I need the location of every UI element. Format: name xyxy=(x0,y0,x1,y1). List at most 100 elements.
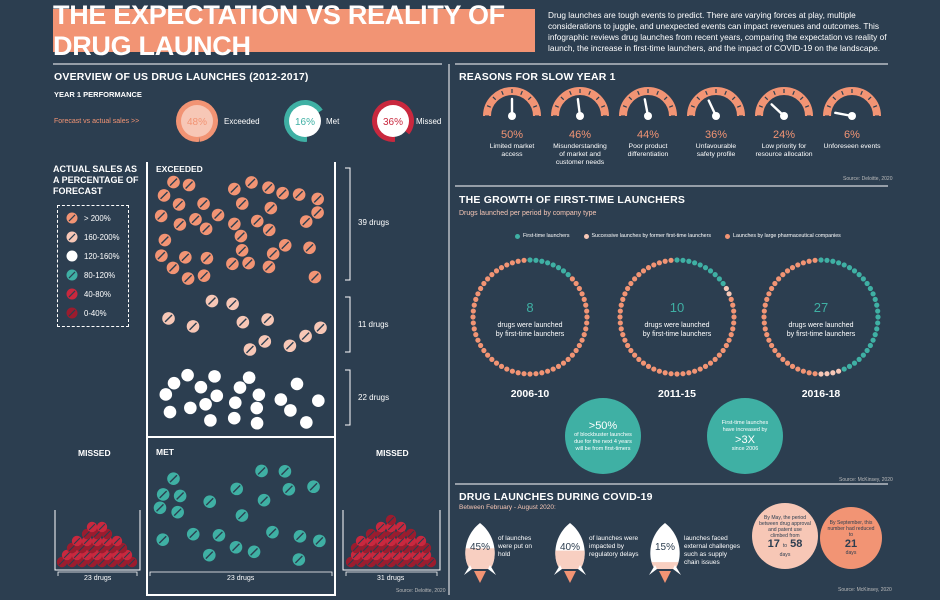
pill-teal-icon xyxy=(66,269,78,281)
launch-dot xyxy=(493,360,500,366)
period-label-1: 2006-10 xyxy=(510,388,550,400)
launch-dot xyxy=(692,260,698,266)
drug-pill-exceeded-low xyxy=(167,376,181,390)
launch-dot xyxy=(481,280,487,287)
launch-dot xyxy=(864,280,870,287)
launch-dot xyxy=(583,326,589,332)
legend-swatch xyxy=(66,288,78,300)
launch-dot xyxy=(539,370,545,376)
launch-dot xyxy=(692,368,698,374)
launch-dot xyxy=(707,268,714,274)
may-to: 58 xyxy=(790,537,803,550)
launch-dot xyxy=(473,296,479,302)
reason-item-1: 46% Misunderstanding of market and custom… xyxy=(546,129,614,167)
launch-dot xyxy=(628,280,634,287)
count-missed-right: 31 drugs xyxy=(377,575,405,582)
drug-pill-exceeded-high xyxy=(228,182,241,196)
legend-label: 120-160% xyxy=(84,251,120,261)
stat-center-met xyxy=(289,105,321,137)
gauge-1 xyxy=(551,87,609,120)
count-exceeded-orange: 39 drugs xyxy=(358,218,390,227)
launch-dot xyxy=(800,368,806,374)
launch-dot xyxy=(806,370,812,376)
launch-dot xyxy=(731,314,737,320)
drug-pill-exceeded-high xyxy=(242,256,255,270)
drug-pill-exceeded-low xyxy=(163,405,177,419)
drug-pill-exceeded-low xyxy=(199,397,212,411)
launch-dot xyxy=(730,326,736,332)
sep-text: By September, this number had reduced to xyxy=(827,520,875,538)
launch-dot xyxy=(776,276,782,282)
launch-dot xyxy=(622,291,628,297)
launch-dot xyxy=(527,371,533,377)
legend-item-4: 40-80% xyxy=(66,288,111,300)
launch-dot xyxy=(470,308,476,314)
count-exceeded-white: 22 drugs xyxy=(358,393,390,402)
launch-dot xyxy=(723,342,729,349)
launch-dot xyxy=(527,257,533,263)
launch-dot xyxy=(707,360,714,366)
launch-dot xyxy=(504,262,510,268)
launch-dot xyxy=(870,337,876,343)
launch-dot xyxy=(674,257,680,263)
period-label-2: 2011-15 xyxy=(658,388,696,400)
launch-dot xyxy=(662,370,668,376)
launch-dot xyxy=(656,260,662,266)
stat-label-met: Met xyxy=(326,117,340,126)
drug-pill-exceeded-high xyxy=(197,197,210,210)
reason-gauges xyxy=(483,87,881,120)
drug-pill-met xyxy=(229,540,243,554)
drug-pill-met xyxy=(235,509,249,522)
launch-dot xyxy=(723,285,729,292)
reason-label: Unfavourable safety profile xyxy=(695,143,737,158)
rocket-pct: 45% xyxy=(470,542,490,553)
drug-pill-exceeded-mid xyxy=(226,297,239,311)
drug-pill-missed xyxy=(86,521,98,533)
covid-text-1: of launches were put on hold xyxy=(498,535,532,558)
launch-dot xyxy=(867,342,873,349)
period-card-3: 27 drugs were launched by first-time lau… xyxy=(771,300,871,339)
stat-center-missed xyxy=(377,105,409,137)
launch-dot xyxy=(481,347,487,354)
drug-pill-exceeded-high xyxy=(235,197,249,210)
covid-subtitle: Between February - August 2020: xyxy=(459,504,556,511)
drug-pill-exceeded-low xyxy=(204,414,217,427)
stat-label-exceeded: Exceeded xyxy=(224,117,260,126)
launch-dot xyxy=(860,352,866,358)
pill-orange-icon xyxy=(66,212,78,224)
drug-pill-exceeded-high xyxy=(167,175,180,189)
legend-dot-first-time xyxy=(515,233,520,239)
launch-dot xyxy=(545,368,551,374)
reasons-title: REASONS FOR SLOW YEAR 1 xyxy=(459,71,616,83)
launch-dot xyxy=(640,268,647,274)
drug-pill-exceeded-high xyxy=(154,209,168,223)
stat-label-missed: Missed xyxy=(416,117,442,126)
reason-pct: 36% xyxy=(704,129,728,141)
drug-pill-missed xyxy=(96,521,108,533)
drug-pill-exceeded-high xyxy=(211,208,225,222)
drug-pill-exceeded-high xyxy=(172,198,186,211)
launch-dot xyxy=(836,368,842,374)
legend-label: 80-120% xyxy=(84,270,116,280)
legend-swatch xyxy=(66,269,78,281)
growth-subtitle: Drugs launched per period by company typ… xyxy=(459,210,597,217)
launch-dot xyxy=(818,371,824,377)
covid-rockets: 45% 40% 15% xyxy=(464,523,681,583)
legend-first-time: First-time launchers xyxy=(523,233,570,239)
launch-dot xyxy=(651,262,657,268)
launch-dot xyxy=(762,302,768,308)
overview-subtitle: YEAR 1 PERFORMANCE xyxy=(54,90,142,99)
launch-dot xyxy=(636,356,642,362)
launch-dot xyxy=(789,363,796,369)
launch-dot xyxy=(628,347,634,354)
launch-dot xyxy=(726,337,732,343)
legend-label: > 200% xyxy=(84,213,111,223)
reason-list: 50% Limited market access 46% Misunderstand… xyxy=(450,129,890,169)
reason-pct: 44% xyxy=(636,129,660,141)
launch-dot xyxy=(581,332,587,338)
drug-pill-exceeded-high xyxy=(228,217,241,231)
drug-pill-met xyxy=(282,482,296,496)
drug-pill-exceeded-low xyxy=(184,401,197,415)
launch-dot xyxy=(761,320,767,326)
launch-dot xyxy=(475,291,481,297)
